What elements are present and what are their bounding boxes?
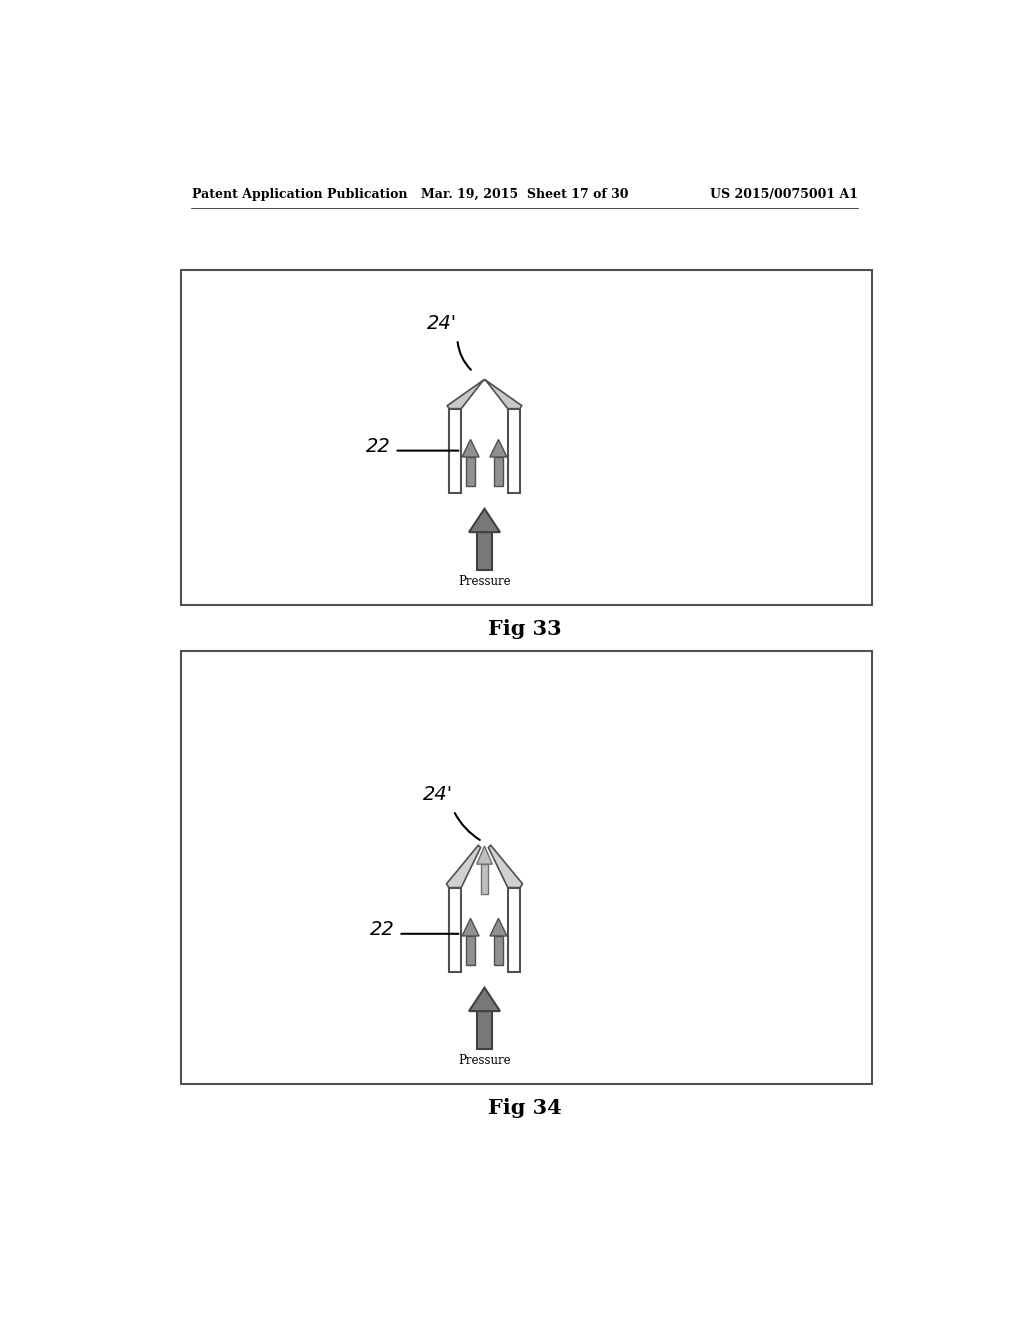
Bar (180, 651, 872, 1084)
Text: 22: 22 (370, 920, 394, 940)
Polygon shape (495, 457, 503, 486)
Polygon shape (495, 936, 503, 965)
Text: 22: 22 (366, 437, 391, 457)
Polygon shape (462, 919, 479, 936)
Text: Patent Application Publication: Patent Application Publication (191, 187, 408, 201)
Text: Fig 34: Fig 34 (487, 1098, 562, 1118)
Polygon shape (488, 845, 522, 887)
Polygon shape (469, 987, 500, 1011)
Polygon shape (466, 936, 475, 965)
Bar (508, 887, 520, 973)
Polygon shape (466, 457, 475, 486)
Text: Fig 33: Fig 33 (488, 619, 561, 639)
Polygon shape (477, 846, 493, 865)
Polygon shape (489, 919, 507, 936)
Polygon shape (484, 379, 521, 409)
Polygon shape (447, 379, 484, 409)
Text: Pressure: Pressure (458, 576, 511, 587)
Polygon shape (477, 1011, 493, 1049)
Text: US 2015/0075001 A1: US 2015/0075001 A1 (710, 187, 858, 201)
Polygon shape (480, 865, 488, 894)
Bar (449, 887, 461, 973)
Bar (180, 271, 872, 605)
Text: 24': 24' (423, 785, 453, 804)
Text: Pressure: Pressure (458, 1053, 511, 1067)
Polygon shape (446, 845, 480, 887)
Bar (449, 409, 461, 494)
Bar (508, 409, 520, 494)
Polygon shape (469, 508, 500, 532)
Polygon shape (489, 440, 507, 457)
Polygon shape (477, 532, 493, 570)
Text: 24': 24' (427, 314, 457, 333)
Polygon shape (462, 440, 479, 457)
Text: Mar. 19, 2015  Sheet 17 of 30: Mar. 19, 2015 Sheet 17 of 30 (421, 187, 629, 201)
